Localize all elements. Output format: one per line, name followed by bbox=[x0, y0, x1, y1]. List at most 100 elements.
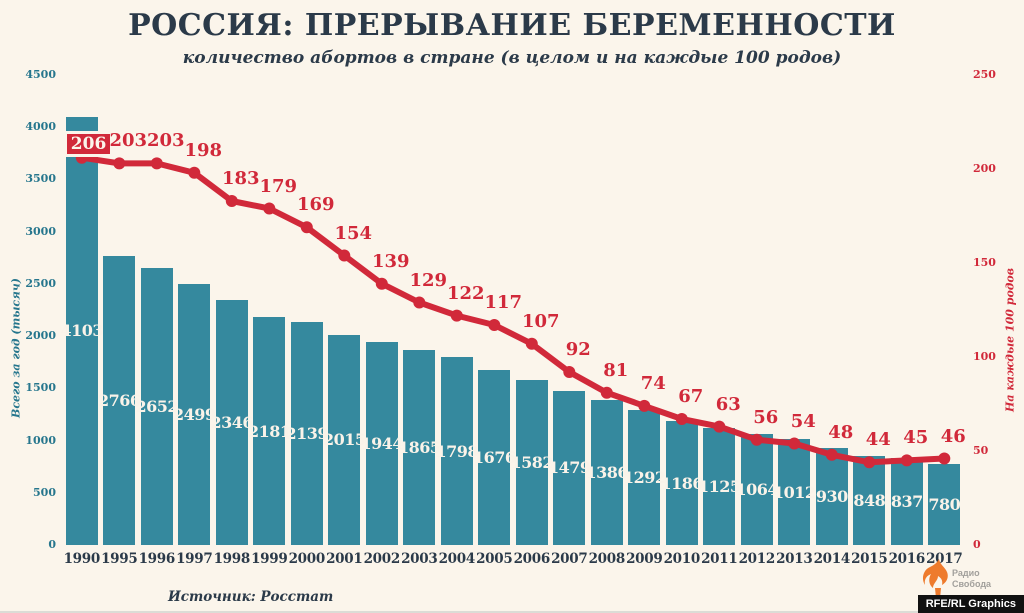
bar: 1125 bbox=[698, 427, 741, 545]
year-label: 2013 bbox=[776, 551, 813, 567]
chart-title: РОССИЯ: ПРЕРЫВАНИЕ БЕРЕМЕННОСТИ bbox=[128, 8, 896, 43]
bar-value-label: 2015 bbox=[323, 430, 366, 450]
year-label: 2006 bbox=[513, 551, 551, 567]
bar-value-label: 1386 bbox=[585, 463, 629, 483]
year-label: 2005 bbox=[476, 551, 513, 567]
bar: 930 bbox=[815, 447, 848, 545]
line-value-label: 45 bbox=[903, 427, 929, 449]
line-value-label: 81 bbox=[603, 359, 629, 381]
bar: 2499 bbox=[173, 284, 216, 545]
bar: 1944 bbox=[361, 342, 404, 545]
logo-line1: Радио bbox=[952, 568, 980, 578]
bar: 1676 bbox=[473, 370, 516, 545]
bar: 2652 bbox=[136, 268, 179, 545]
bar-value-label: 4103 bbox=[60, 321, 104, 341]
line-point bbox=[900, 454, 913, 467]
bar-value-label: 1012 bbox=[773, 482, 816, 502]
line-point bbox=[300, 221, 313, 234]
year-label: 1997 bbox=[176, 551, 213, 567]
left-axis-tick: 0 bbox=[48, 538, 56, 551]
left-axis-tick: 3500 bbox=[25, 172, 56, 186]
bar-value-label: 2499 bbox=[173, 405, 216, 424]
line-point bbox=[863, 456, 876, 469]
logo-line2: Свобода bbox=[952, 579, 992, 589]
bar: 837 bbox=[890, 457, 923, 545]
bar: 780 bbox=[928, 463, 961, 545]
bar-value-label: 2766 bbox=[98, 391, 141, 411]
line-point bbox=[113, 157, 126, 170]
line-point bbox=[600, 386, 613, 399]
line-value-label: 203 bbox=[109, 130, 148, 152]
line-value-label: 56 bbox=[753, 406, 779, 428]
year-label: 2002 bbox=[363, 551, 401, 567]
bar-value-label: 780 bbox=[928, 494, 961, 514]
bar: 2766 bbox=[98, 256, 141, 545]
line-value-label: 63 bbox=[715, 393, 741, 415]
line-point bbox=[750, 433, 763, 446]
line-series-svg bbox=[75, 151, 951, 469]
year-label: 2017 bbox=[926, 551, 963, 567]
line-value-label: 122 bbox=[447, 282, 485, 304]
year-label: 2012 bbox=[738, 551, 776, 567]
credit-badge: RFE/RL Graphics bbox=[917, 595, 1024, 613]
year-label: 2014 bbox=[813, 551, 851, 567]
left-axis-tick: 2000 bbox=[25, 329, 56, 343]
bar: 1012 bbox=[773, 439, 816, 545]
year-label: 2011 bbox=[701, 551, 738, 567]
right-axis-tick: 50 bbox=[973, 444, 989, 457]
line-point bbox=[188, 166, 201, 179]
line-point bbox=[938, 452, 951, 465]
bar: 1798 bbox=[436, 357, 479, 545]
x-axis-labels: 1990 1995 1996 1997 1998 1999 2000 2001 2002 2003… bbox=[63, 551, 963, 569]
bar-value-label: 1582 bbox=[510, 452, 554, 472]
bar: 1064 bbox=[736, 433, 779, 545]
year-label: 1996 bbox=[138, 551, 176, 567]
bar-value-label: 2181 bbox=[248, 421, 291, 441]
line-point bbox=[638, 399, 651, 412]
year-label: 2009 bbox=[626, 551, 663, 567]
left-axis-tick: 4500 bbox=[25, 68, 56, 81]
line-value-label: 54 bbox=[790, 410, 816, 432]
year-label: 2007 bbox=[551, 551, 588, 567]
left-axis-tick: 2500 bbox=[25, 276, 56, 290]
line-value-label: 107 bbox=[522, 310, 560, 332]
bar-value-label: 1064 bbox=[735, 479, 779, 499]
line-point bbox=[375, 277, 388, 290]
bar-value-label: 2346 bbox=[210, 413, 254, 432]
bar: 1479 bbox=[548, 390, 591, 545]
line-point bbox=[525, 337, 538, 350]
bar-value-label: 1798 bbox=[435, 441, 479, 461]
year-label: 1999 bbox=[251, 551, 288, 567]
line-point bbox=[563, 366, 576, 378]
line-point bbox=[450, 309, 463, 322]
bar-value-label: 848 bbox=[853, 491, 886, 511]
line-value-label: 117 bbox=[484, 292, 523, 313]
chart-subtitle: количество абортов в стране (в целом и н… bbox=[182, 48, 842, 68]
line-value-label: 139 bbox=[372, 250, 410, 272]
plot-area: 4103 2766 2652 2499 2346 2181 2139 2015 1944 1865… bbox=[61, 75, 966, 545]
line-value-label: 44 bbox=[865, 429, 891, 451]
line-point bbox=[338, 249, 351, 262]
right-axis-tick: 250 bbox=[973, 68, 996, 81]
right-axis-tick: 100 bbox=[973, 350, 996, 363]
bottom-border bbox=[0, 611, 1024, 613]
left-axis-tick: 4000 bbox=[25, 120, 56, 134]
bar-value-label: 2652 bbox=[135, 397, 179, 416]
line-point bbox=[713, 420, 726, 433]
line-point bbox=[225, 195, 238, 207]
line-value-label: 48 bbox=[828, 421, 854, 443]
radio-svoboda-wordmark: Радио Свобода bbox=[952, 568, 991, 590]
bar: 848 bbox=[853, 456, 886, 545]
year-label: 2000 bbox=[288, 551, 326, 567]
bar-value-label: 1944 bbox=[360, 434, 404, 453]
line-value-label-boxed: 206 bbox=[63, 130, 114, 157]
line-point bbox=[263, 202, 276, 215]
bar-value-label: 1479 bbox=[548, 458, 591, 478]
bar-value-label: 1865 bbox=[398, 438, 441, 458]
bar-value-label: 837 bbox=[890, 491, 923, 511]
bar: 2139 bbox=[286, 321, 329, 545]
left-axis-tick: 500 bbox=[33, 485, 56, 499]
bar: 4103 bbox=[61, 116, 104, 545]
year-label: 2001 bbox=[326, 551, 363, 567]
line-value-label: 74 bbox=[640, 372, 666, 394]
